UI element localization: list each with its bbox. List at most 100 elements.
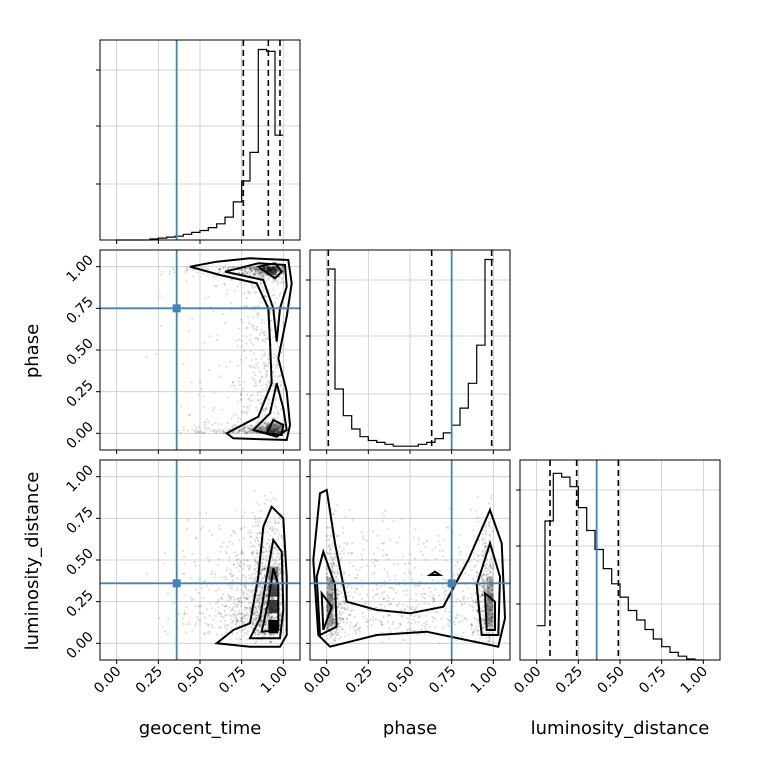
scatter-point [263,429,267,433]
scatter-point [244,432,247,435]
scatter-point [237,603,240,606]
scatter-point [257,270,260,273]
scatter-point [269,429,273,432]
scatter-point [232,602,236,605]
scatter-point [267,269,271,272]
scatter-point [466,545,469,549]
scatter-point [257,270,260,273]
scatter-point [238,609,241,612]
scatter-point [427,602,430,606]
scatter-point [442,587,445,590]
scatter-point [270,270,273,274]
scatter-point [436,611,439,614]
scatter-point [243,526,247,529]
scatter-point [253,642,256,645]
scatter-point [246,290,249,293]
scatter-point [161,270,164,273]
scatter-point [260,281,263,284]
scatter-point [270,265,274,269]
scatter-point [335,534,339,538]
scatter-point [243,614,246,617]
truth-marker [447,579,456,588]
scatter-point [240,527,243,530]
scatter-point [470,569,473,572]
scatter-point [232,431,235,434]
scatter-point [235,622,238,625]
scatter-point [221,408,224,411]
scatter-point [241,616,244,619]
scatter-point [182,612,186,616]
scatter-point [263,266,266,269]
scatter-point [398,622,401,625]
scatter-point [202,580,205,583]
scatter-point [272,588,276,592]
y-tick-label: 0.50 [63,546,96,579]
scatter-point [425,539,429,543]
scatter-point [268,545,271,548]
scatter-point [254,579,257,582]
scatter-point [205,421,208,424]
scatter-point [444,607,447,610]
scatter-point [481,579,484,582]
scatter-point [191,553,194,556]
scatter-point [437,580,440,583]
scatter-point [218,527,221,531]
scatter-point [337,578,340,582]
scatter-point [263,502,266,505]
scatter-point [246,564,249,568]
scatter-point [247,266,250,269]
scatter-point [423,602,426,605]
scatter-point [225,604,228,607]
scatter-point [274,424,277,427]
scatter-point [395,603,399,606]
scatter-point [183,612,186,615]
scatter-point [262,568,265,571]
scatter-point [194,564,197,568]
scatter-point [257,399,260,402]
scatter-point [278,516,281,519]
scatter-point [254,560,257,563]
scatter-point [269,608,273,611]
scatter-point [490,624,493,627]
scatter-point [251,525,254,528]
scatter-point [263,568,266,571]
scatter-point [438,569,442,573]
scatter-point [262,427,265,430]
scatter-point [264,280,267,284]
scatter-point [440,617,443,620]
scatter-point [251,399,254,402]
scatter-point [203,616,207,619]
scatter-point [237,327,240,330]
scatter-point [270,427,274,430]
scatter-point [351,564,354,568]
scatter-point [251,622,254,625]
scatter-point [256,391,260,394]
scatter-point [256,339,260,342]
scatter-point [226,624,229,627]
scatter-point [432,616,435,620]
scatter-point [441,584,444,587]
scatter-point [236,588,239,591]
scatter-point [246,406,250,409]
scatter-point [219,626,222,629]
scatter-point [277,376,280,379]
scatter-point [266,267,269,270]
scatter-point [388,627,391,630]
scatter-point [277,572,281,575]
scatter-point [269,309,272,312]
scatter-point [425,623,428,626]
scatter-point [268,269,271,272]
scatter-point [240,589,243,592]
scatter-point [247,270,250,273]
scatter-point [455,617,458,620]
scatter-point [252,551,255,554]
scatter-point [223,282,226,285]
scatter-point [260,590,263,593]
scatter-point [184,271,187,274]
scatter-point [279,430,282,434]
scatter-point [331,542,334,545]
scatter-point [340,607,344,610]
scatter-point [407,562,410,565]
scatter-point [270,616,273,619]
scatter-point [337,629,340,632]
